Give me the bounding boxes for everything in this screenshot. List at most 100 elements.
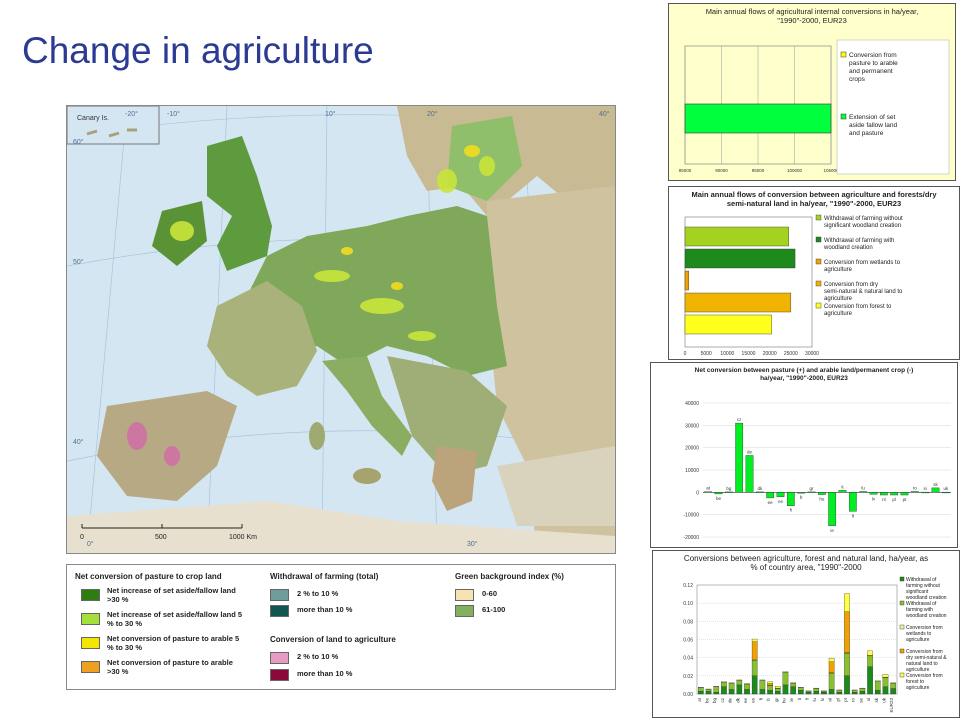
x-tick-label: pt	[843, 697, 848, 702]
chart-title: Main annual flows of agricultural intern…	[705, 7, 919, 25]
legend-swatch	[815, 258, 822, 265]
bar-label: fr	[800, 495, 803, 500]
bar-segment	[836, 692, 843, 695]
chart-panel-internal-conversions: Main annual flows of agricultural intern…	[668, 3, 956, 181]
bar-segment	[782, 684, 789, 695]
bar-segment	[821, 692, 827, 695]
chart-title: Net conversion between pasture (+) and a…	[694, 367, 914, 382]
legend-heading: Conversion of land to agriculture	[270, 635, 396, 644]
bar-segment	[698, 687, 704, 688]
bar-segment	[751, 638, 758, 642]
legend-label: Extension of set aside fallow land and pas…	[849, 114, 897, 137]
bar-segment	[874, 681, 881, 691]
map-svg: Canary Is. 40° 50° 60° -20° -10° 10° 20°…	[67, 106, 615, 553]
bar-label: ee	[768, 500, 774, 505]
bar-segment	[774, 691, 781, 695]
bar-label: cz	[737, 417, 742, 422]
bar	[890, 492, 899, 496]
legend-swatch	[270, 652, 289, 664]
x-tick-label: 5000	[701, 351, 712, 357]
legend-swatch	[815, 236, 822, 243]
bar-segment	[828, 657, 835, 662]
legend-label: Conversion from forest to agriculture	[906, 673, 943, 691]
bar-segment	[836, 689, 843, 691]
bar-segment	[698, 687, 704, 692]
x-tick-label: EUR23	[889, 698, 894, 713]
bar-segment	[728, 689, 735, 695]
chart-svg: 0.12 0.10 0.08 0.06 0.04 0.02 0.00 at be bg cz de dk…	[683, 576, 947, 713]
bar-segment	[851, 689, 858, 691]
y-tick-label: 40000	[685, 401, 699, 407]
legend-swatch	[270, 669, 289, 681]
legend-label: Conversion from pasture to arable and perm…	[849, 52, 898, 83]
legend-swatch	[815, 280, 822, 287]
y-tick-label: 0.12	[683, 583, 693, 589]
bar	[838, 490, 847, 493]
x-tick-label: dk	[735, 697, 740, 703]
bar	[684, 248, 796, 269]
scale-bar: 0 500 1000 Km	[80, 524, 257, 541]
y-tick-label: 0.04	[683, 656, 693, 662]
bar-segment	[782, 671, 789, 673]
bar	[684, 292, 792, 313]
bar-segment	[867, 666, 873, 695]
bar	[879, 492, 888, 496]
bar-segment	[805, 690, 812, 692]
bar	[724, 491, 733, 493]
map-legend: Net conversion of pasture to crop land N…	[66, 564, 616, 690]
legend-swatch	[840, 51, 847, 58]
x-tick-label: nl	[828, 698, 833, 702]
legend-swatch	[455, 605, 474, 617]
x-tick-label: lt	[805, 697, 810, 700]
x-tick-label: es	[751, 697, 756, 703]
legend-item-label: more than 10 %	[297, 669, 353, 678]
inset-label: Canary Is.	[77, 115, 109, 122]
bar-segment	[828, 689, 835, 695]
bar-segment	[828, 672, 835, 690]
bar-label: lv	[872, 496, 876, 501]
bar	[776, 492, 785, 497]
x-tick-label: 10000	[720, 351, 734, 357]
bar-segment	[721, 686, 727, 695]
bar-segment	[759, 679, 766, 681]
svg-text:0: 0	[80, 534, 84, 541]
bar	[704, 491, 713, 493]
bar-segment	[767, 685, 773, 691]
bar	[900, 492, 909, 496]
x-tick-label: fi	[758, 698, 763, 700]
legend-swatch	[815, 302, 822, 309]
bar-segment	[844, 652, 850, 676]
x-tick-label: 25000	[784, 351, 798, 357]
bar-segment	[736, 684, 743, 695]
bar-label: gr	[809, 486, 814, 491]
bar-label: lt	[852, 513, 855, 518]
y-tick-label: 0.10	[683, 601, 693, 607]
bar-segment	[705, 688, 712, 690]
x-tick-label: sk	[874, 697, 879, 702]
bar	[786, 492, 795, 506]
legend-swatch	[899, 672, 905, 678]
x-tick-label: 85000	[679, 168, 692, 173]
land-masses	[67, 106, 615, 553]
legend-box	[836, 39, 950, 175]
bar-segment	[713, 692, 720, 695]
x-tick-label: si	[866, 698, 871, 701]
legend-swatch	[815, 214, 822, 221]
legend-label: Conversion from wetlands to agriculture	[824, 260, 901, 273]
x-tick-label: pl	[835, 698, 840, 702]
chart-svg: 0 5000 10000 15000 20000 25000 30000 Withdrawal…	[684, 214, 903, 357]
x-tick-label: 90000	[715, 168, 728, 173]
bar	[684, 314, 772, 335]
legend-item-label: Net increase of set aside/fallow land 5 …	[107, 610, 243, 628]
bar	[745, 455, 754, 493]
lon-label: 20°	[427, 110, 438, 118]
lat-label: 50°	[73, 258, 84, 266]
x-tick-label: cz	[720, 697, 725, 702]
x-tick-label: 100000	[787, 168, 803, 173]
lon-label: 30°	[467, 540, 478, 548]
legend-label: Withdrawal of farming with woodland creat…	[823, 238, 894, 251]
y-tick-label: -10000	[683, 513, 699, 519]
x-tick-label: se	[858, 698, 863, 703]
legend-heading: Withdrawal of farming (total)	[270, 572, 379, 581]
lon-label: 0°	[87, 540, 94, 548]
